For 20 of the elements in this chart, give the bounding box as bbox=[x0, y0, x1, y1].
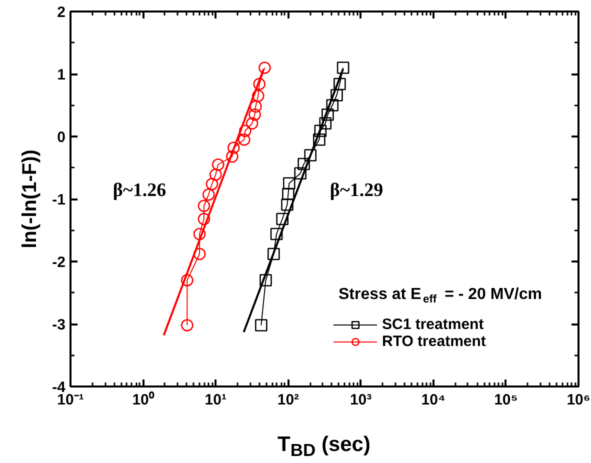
y-tick-label: 1 bbox=[57, 66, 66, 84]
annotation: β~1.26 bbox=[112, 180, 166, 201]
y-tick-label: -2 bbox=[52, 254, 66, 271]
x-tick-label: 10³ bbox=[350, 392, 372, 408]
x-tick-label: 10¹ bbox=[204, 392, 226, 408]
x-tick-label: 10⁻¹ bbox=[57, 392, 84, 408]
x-tick-label: 10⁵ bbox=[494, 392, 518, 408]
annotation: β~1.29 bbox=[330, 180, 384, 201]
y-tick-label: 0 bbox=[57, 129, 66, 146]
x-tick-label: 10⁴ bbox=[421, 392, 446, 408]
y-axis-title: ln(-ln(1-F)) bbox=[19, 150, 42, 248]
y-tick-label: 2 bbox=[57, 4, 66, 21]
x-tick-label: 10² bbox=[277, 392, 300, 408]
legend-label: SC1 treatment bbox=[382, 316, 484, 333]
x-axis-title: T$_{BD}$ (sec) bbox=[278, 433, 370, 462]
x-tick-label: 10⁰ bbox=[132, 390, 155, 408]
y-tick-label: -3 bbox=[52, 316, 66, 334]
y-tick-label: -1 bbox=[52, 192, 66, 208]
legend-label: RTO treatment bbox=[382, 333, 486, 350]
x-tick-label: 10⁶ bbox=[566, 392, 590, 408]
